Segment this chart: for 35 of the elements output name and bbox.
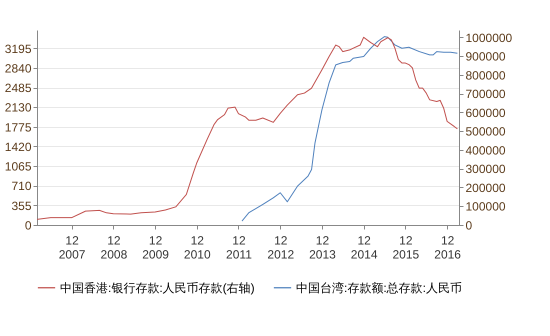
y-tick-label: 2130 bbox=[4, 100, 32, 115]
y2-tick-label: 700000 bbox=[466, 87, 506, 102]
y2-tick-label: 0 bbox=[466, 218, 472, 232]
legend-label: 中国香港:银行存款:人民币存款(右轴) bbox=[60, 280, 255, 295]
y-tick-label: 710 bbox=[11, 179, 32, 194]
x-tick-label: 12 2015 bbox=[392, 234, 420, 262]
legend-label: 中国台湾:存款额:总存款:人民币 bbox=[296, 280, 462, 295]
x-tick-label: 12 2010 bbox=[184, 234, 211, 262]
y2-tick-label: 600000 bbox=[466, 106, 506, 120]
y2-tick-label: 400000 bbox=[466, 143, 506, 158]
x-tick-label: 12 2012 bbox=[267, 234, 294, 262]
y2-tick-label: 200000 bbox=[466, 180, 506, 195]
y-tick-label: 2485 bbox=[4, 81, 32, 96]
y-tick-label: 1420 bbox=[4, 140, 32, 154]
x-tick-label: 12 2014 bbox=[350, 234, 378, 262]
y-tick-label: 2840 bbox=[4, 61, 32, 76]
y-tick-label: 3195 bbox=[4, 42, 32, 56]
y2-tick-label: 900000 bbox=[466, 50, 506, 64]
line-series bbox=[36, 36, 458, 220]
y2-tick-label: 500000 bbox=[466, 124, 506, 139]
y2-tick-label: 800000 bbox=[466, 68, 506, 82]
line-series bbox=[242, 36, 458, 222]
y-tick-label: 0 bbox=[24, 218, 32, 232]
y2-tick-label: 100000 bbox=[466, 200, 506, 214]
x-tick-label: 12 2007 bbox=[58, 234, 86, 262]
x-tick-label: 12 2011 bbox=[226, 234, 252, 262]
x-tick-label: 12 2013 bbox=[309, 234, 336, 262]
x-tick-label: 12 2016 bbox=[434, 234, 462, 262]
y2-tick-label: 300000 bbox=[466, 162, 506, 176]
y2-tick-label: 1000000 bbox=[466, 30, 513, 45]
x-tick-label: 12 2008 bbox=[100, 234, 128, 262]
x-tick-label: 12 2009 bbox=[142, 234, 170, 262]
y-tick-label: 1065 bbox=[4, 160, 32, 174]
y-tick-label: 1775 bbox=[4, 120, 32, 134]
y-tick-label: 355 bbox=[11, 198, 32, 213]
